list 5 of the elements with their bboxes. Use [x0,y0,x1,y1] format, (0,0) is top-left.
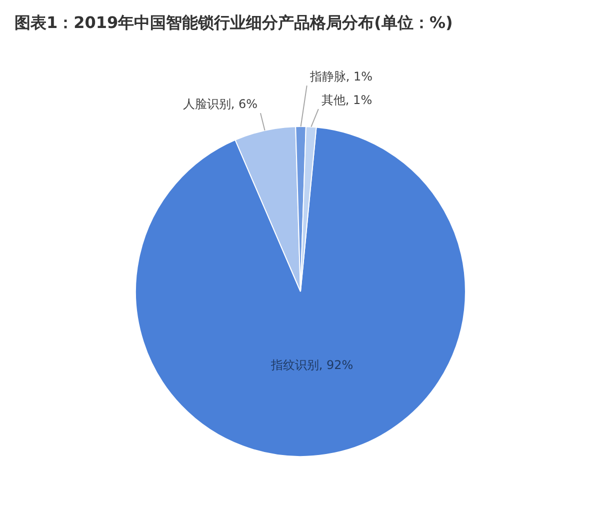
slice-label: 人脸识别, 6% [182,97,258,112]
slice-label: 其他, 1% [321,93,372,108]
slice-label: 指静脉, 1% [308,70,373,84]
slice-label: 指纹识别, 92% [270,358,354,372]
chart-title: 图表1：2019年中国智能锁行业细分产品格局分布(单位：%) [14,13,453,32]
